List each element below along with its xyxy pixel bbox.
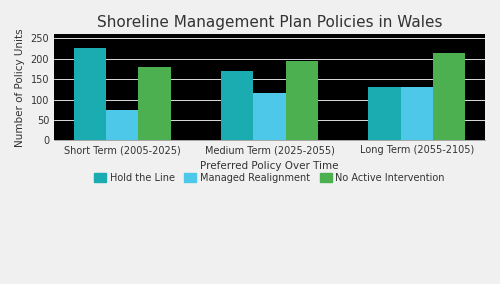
Bar bbox=[286, 60, 318, 141]
Legend: Hold the Line, Managed Realignment, No Active Intervention: Hold the Line, Managed Realignment, No A… bbox=[90, 169, 449, 187]
Bar bbox=[106, 110, 138, 141]
Bar bbox=[221, 71, 254, 141]
Bar bbox=[368, 87, 400, 141]
Title: Shoreline Management Plan Policies in Wales: Shoreline Management Plan Policies in Wa… bbox=[97, 15, 443, 30]
Bar bbox=[254, 93, 286, 141]
Y-axis label: Number of Policy Units: Number of Policy Units bbox=[15, 28, 25, 147]
Bar bbox=[138, 67, 171, 141]
Bar bbox=[74, 48, 106, 141]
X-axis label: Preferred Policy Over Time: Preferred Policy Over Time bbox=[200, 161, 339, 171]
Bar bbox=[400, 87, 433, 141]
Bar bbox=[433, 53, 466, 141]
